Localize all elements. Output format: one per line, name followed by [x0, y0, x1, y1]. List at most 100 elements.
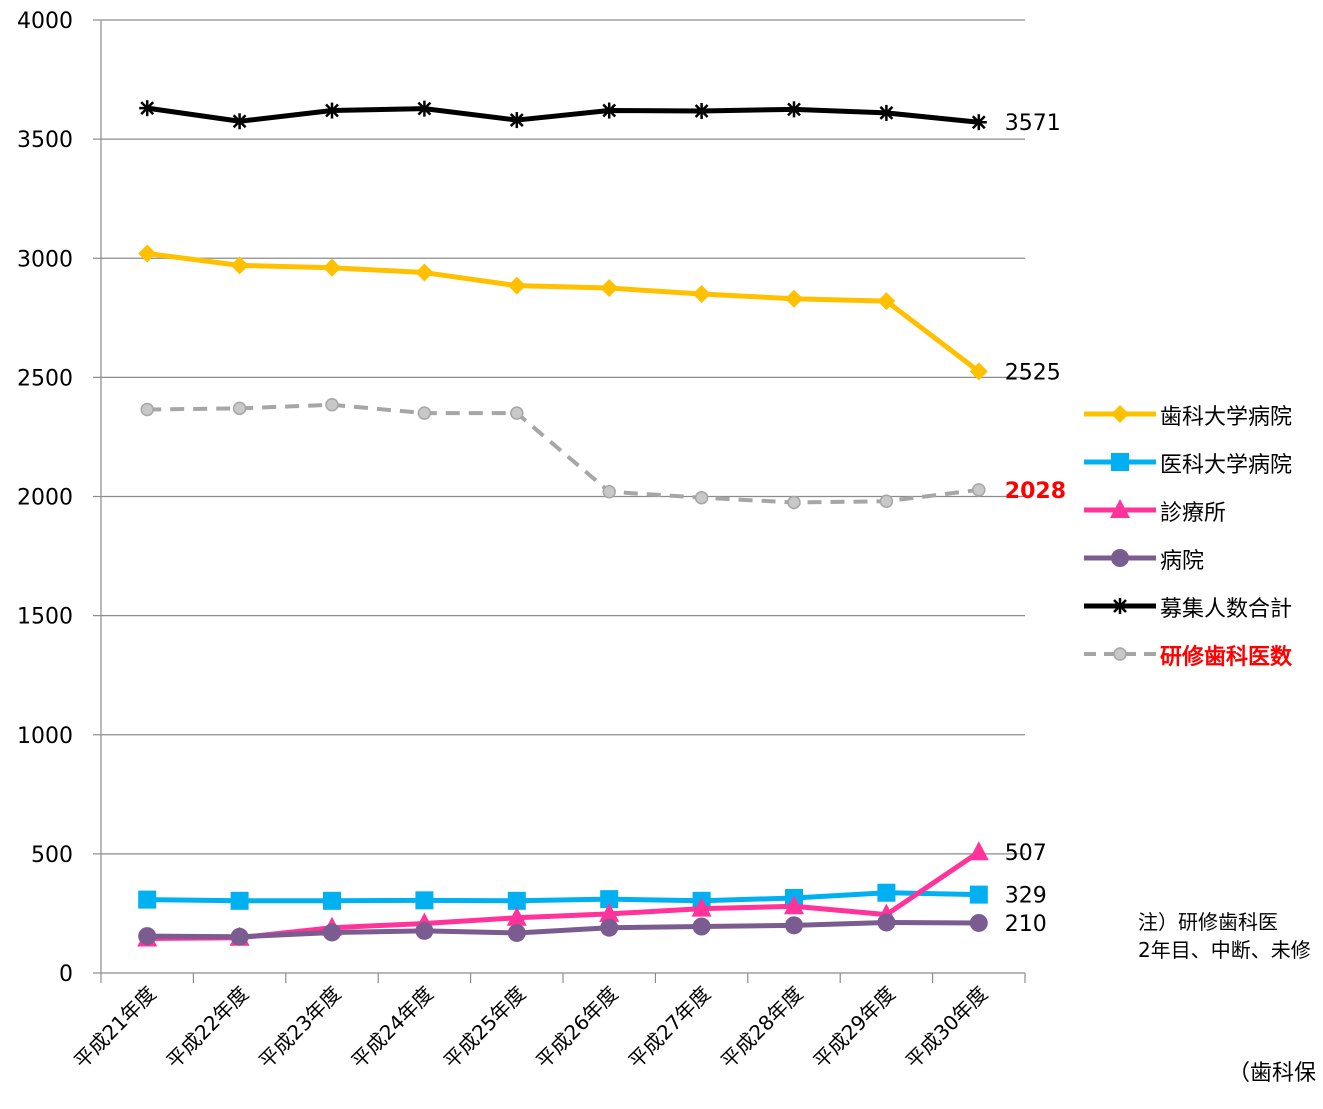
data-point — [230, 891, 249, 910]
data-point — [969, 913, 988, 932]
data-point — [785, 916, 803, 935]
data-point — [879, 494, 894, 509]
legend-label-recruitment-total: 募集人数合計 — [1160, 597, 1293, 622]
x-tick-label: 平成29年度 — [808, 982, 900, 1074]
data-point — [878, 104, 895, 121]
y-tick-label: 1000 — [17, 724, 73, 749]
data-point — [786, 101, 802, 118]
series-line — [146, 251, 981, 374]
legend-item: 研修歯科医数 — [1082, 633, 1323, 681]
x-tick-label: 平成27年度 — [624, 982, 716, 1074]
legend-swatch-medical-university — [1084, 453, 1156, 471]
data-point — [1110, 499, 1130, 518]
data-point — [140, 402, 154, 417]
axes — [93, 19, 1026, 983]
data-point — [877, 913, 896, 932]
data-point — [692, 284, 711, 303]
data-point — [969, 885, 988, 904]
data-point — [694, 490, 709, 505]
data-point — [417, 406, 432, 420]
data-point — [1113, 647, 1127, 661]
footnote-line-2: 2年目、中断、未修 — [1138, 938, 1311, 962]
data-point — [138, 244, 157, 263]
data-point — [508, 112, 525, 129]
data-point — [691, 897, 712, 917]
y-tick-labels: 0 500 1000 1500 2000 2500 3000 3500 4000 — [17, 9, 73, 987]
data-point — [599, 902, 620, 922]
data-point — [1112, 598, 1128, 614]
data-point — [601, 102, 618, 119]
data-point — [323, 258, 341, 277]
y-tick-label: 3500 — [17, 128, 73, 153]
legend-label-medical-university: 医科大学病院 — [1160, 453, 1293, 478]
legend-swatch-clinic — [1084, 499, 1156, 518]
legend-label-hospital: 病院 — [1160, 549, 1205, 574]
data-point — [230, 256, 249, 275]
y-tick-label: 2000 — [17, 486, 73, 511]
data-point — [692, 917, 711, 936]
series-5 — [140, 398, 986, 510]
footnote-line-1: 注）研修歯科医 — [1138, 910, 1278, 934]
data-point — [415, 921, 434, 940]
legend-item: 医科大学病院 — [1082, 441, 1323, 489]
data-point — [232, 401, 247, 416]
source-note: （歯科保 — [1228, 1061, 1317, 1086]
data-point — [600, 279, 619, 298]
data-point — [323, 923, 341, 942]
y-tick-label: 500 — [31, 843, 73, 868]
data-point — [693, 103, 710, 120]
legend: 歯科大学病院 医科大学病院 診療所 病院 募集人数合計 研修歯科医数 — [1082, 393, 1323, 681]
data-point — [138, 927, 157, 946]
data-point — [415, 891, 434, 910]
legend-item: 歯科大学病院 — [1082, 393, 1323, 441]
data-point — [230, 927, 249, 946]
x-tick-label: 平成21年度 — [69, 982, 161, 1074]
y-tick-label: 1500 — [17, 605, 73, 630]
data-point — [416, 100, 433, 117]
series-3 — [138, 913, 988, 946]
legend-item: 診療所 — [1082, 489, 1323, 537]
legend-label-dental-university: 歯科大学病院 — [1160, 405, 1293, 430]
x-tick-label: 平成22年度 — [162, 982, 254, 1074]
y-tick-label: 2500 — [17, 366, 73, 391]
data-point — [1111, 453, 1129, 471]
data-point — [970, 114, 987, 131]
end-value-label: 2525 — [1005, 360, 1061, 385]
data-point — [323, 891, 341, 910]
series-lines — [137, 100, 989, 947]
data-point — [969, 362, 988, 381]
series-line — [147, 402, 980, 505]
series-line — [147, 890, 979, 904]
end-value-label: 3571 — [1005, 111, 1061, 136]
data-point — [968, 841, 989, 861]
footnote: 注）研修歯科医 2年目、中断、未修 — [1138, 908, 1323, 964]
x-tick-label: 平成25年度 — [439, 982, 531, 1074]
end-value-label: 329 — [1005, 884, 1047, 909]
legend-item: 病院 — [1082, 537, 1323, 585]
data-point — [784, 895, 804, 915]
data-point — [506, 906, 527, 926]
data-point — [1111, 549, 1129, 567]
y-tick-label: 0 — [59, 962, 73, 987]
data-point — [1111, 405, 1129, 423]
data-point — [972, 483, 986, 497]
end-value-label: 507 — [1005, 841, 1047, 866]
x-tick-label: 平成23年度 — [254, 982, 346, 1074]
data-point — [325, 398, 339, 412]
data-point — [602, 484, 616, 499]
x-tick-label: 平成26年度 — [531, 982, 623, 1074]
legend-swatch-trainee-count — [1084, 647, 1156, 661]
data-point — [415, 263, 434, 282]
legend-swatch-hospital — [1084, 549, 1156, 567]
series-line — [147, 919, 979, 940]
legend-item: 募集人数合計 — [1082, 585, 1323, 633]
data-point — [507, 923, 526, 942]
x-tick-label: 平成30年度 — [901, 982, 993, 1074]
x-tick-label: 平成28年度 — [716, 982, 808, 1074]
series-line — [146, 105, 980, 125]
data-point — [231, 113, 248, 130]
gridlines — [101, 19, 1025, 855]
series-0 — [138, 244, 988, 381]
legend-label-trainee-count: 研修歯科医数 — [1160, 645, 1293, 670]
data-point — [785, 289, 803, 308]
